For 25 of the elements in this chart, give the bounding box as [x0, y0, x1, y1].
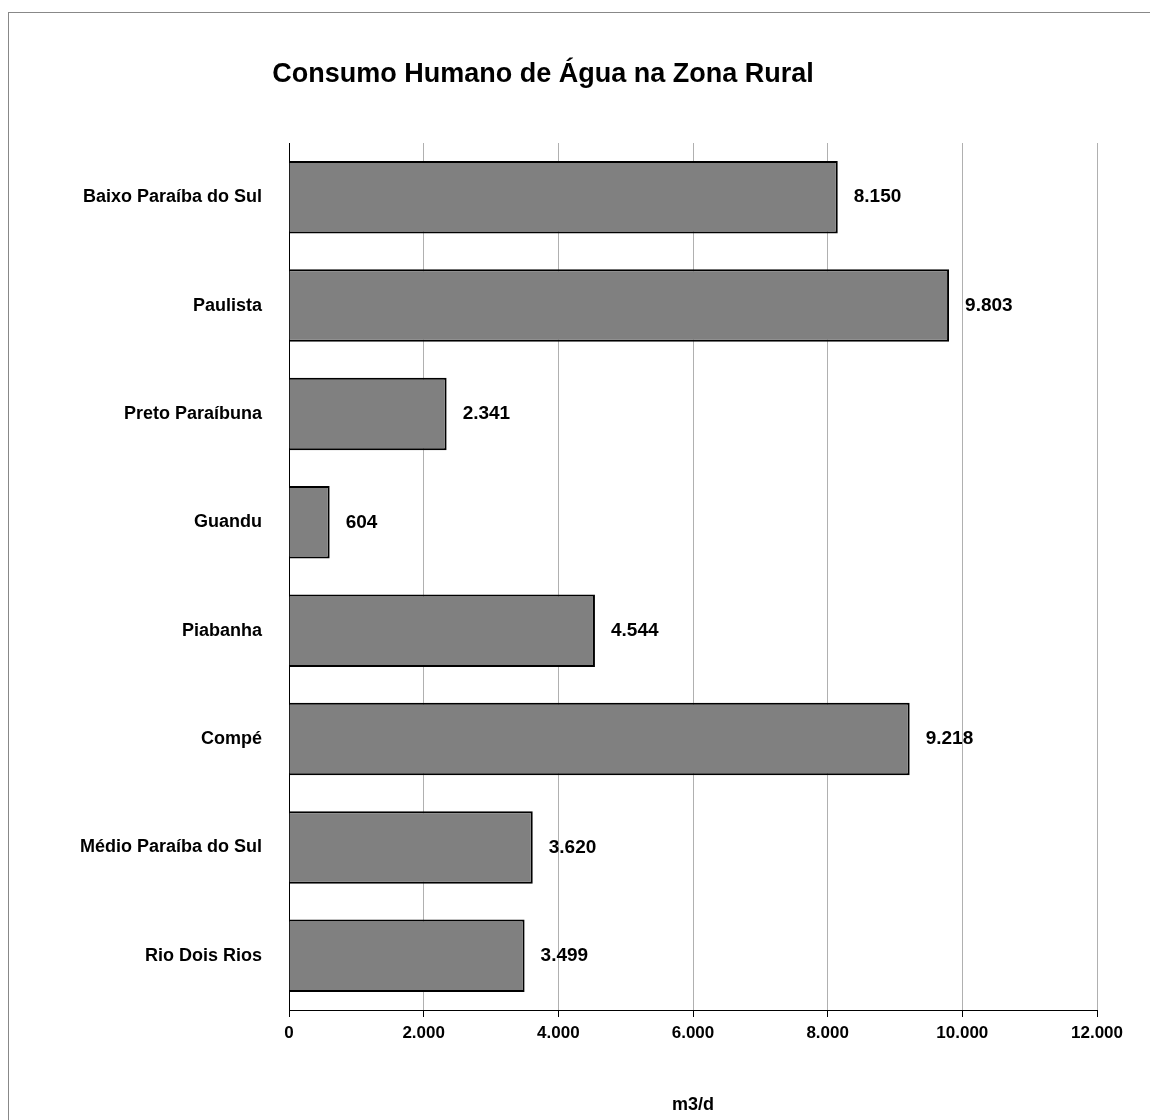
data-label: 8.150	[853, 185, 902, 207]
x-tick-label: 6.000	[671, 1022, 715, 1042]
y-tick-label: Preto Paraíbuna	[123, 402, 263, 423]
y-tick-label: Guandu	[194, 511, 262, 532]
y-tick-label: Paulista	[192, 294, 263, 315]
y-tick-label: Médio Paraíba do Sul	[79, 836, 262, 857]
x-tick-label: 0	[284, 1022, 294, 1042]
y-tick-label: Rio Dois Rios	[144, 944, 262, 965]
y-tick-label: Piabanha	[181, 619, 263, 640]
data-label: 4.544	[610, 618, 659, 640]
x-tick-label: 2.000	[402, 1022, 445, 1042]
data-label: 2.341	[462, 402, 511, 424]
data-label: 9.803	[965, 293, 1013, 315]
x-tick-label: 4.000	[537, 1022, 580, 1042]
data-label: 3.499	[540, 944, 589, 966]
x-tick-label: 12.000	[1071, 1022, 1123, 1042]
data-label: 3.620	[548, 835, 597, 857]
data-label: 9.218	[925, 727, 974, 749]
x-tick-label: 8.000	[806, 1022, 849, 1042]
x-axis-title: m3/d	[671, 1094, 715, 1115]
chart-title: Consumo Humano de Água na Zona Rural	[272, 57, 814, 89]
y-tick-label: Baixo Paraíba do Sul	[82, 186, 262, 207]
data-label: 604	[345, 510, 378, 532]
x-tick-label: 10.000	[936, 1022, 989, 1042]
y-tick-label: Compé	[200, 728, 262, 749]
